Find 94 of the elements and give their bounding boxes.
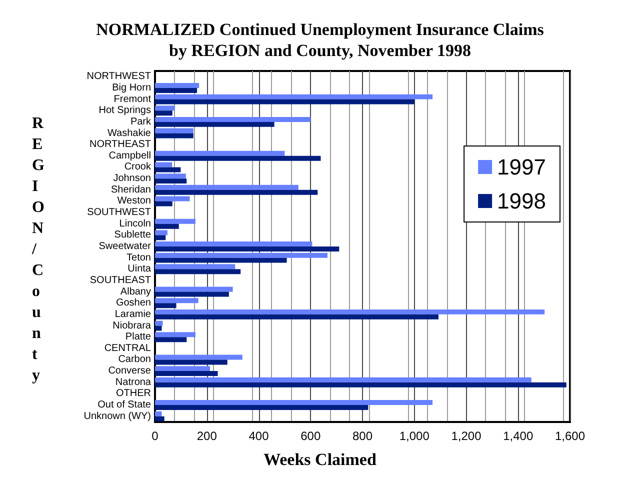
bar	[155, 94, 433, 100]
y-tick-label: Niobrara	[112, 320, 152, 332]
y-tick-label: NORTHWEST	[86, 71, 151, 82]
x-tick-label: 600	[300, 429, 321, 443]
y-tick-label: Crook	[124, 162, 152, 173]
bar	[155, 286, 233, 292]
bar	[155, 178, 187, 184]
y-tick-label: SOUTHWEST	[87, 207, 151, 218]
y-tick-label: Sweetwater	[98, 241, 152, 252]
bar	[155, 150, 285, 156]
bar	[155, 116, 311, 122]
x-tick-label: 200	[196, 429, 218, 443]
y-tick-label: Park	[130, 116, 152, 128]
bar	[155, 99, 414, 104]
bar	[155, 83, 200, 88]
bar	[155, 201, 172, 206]
bar	[155, 320, 163, 326]
y-tick-label: SOUTHEAST	[90, 274, 151, 286]
bar	[155, 405, 368, 410]
bar	[155, 106, 175, 111]
bar	[155, 382, 566, 388]
y-tick-label: Lincoln	[119, 218, 151, 230]
y-tick-label: Natrona	[115, 376, 152, 388]
bar	[155, 411, 162, 416]
bar	[155, 292, 229, 297]
bar	[155, 360, 228, 365]
y-tick-label: Albany	[120, 286, 151, 298]
y-tick-label: NORTHEAST	[90, 139, 151, 150]
bar	[155, 242, 312, 246]
chart-title: NORMALIZED Continued Unemployment Insurance Claims by REGION and County, November 1998	[96, 20, 544, 60]
bar	[155, 174, 186, 179]
bar	[155, 258, 287, 263]
bar	[155, 224, 179, 229]
bar	[155, 128, 194, 134]
x-tick-label: 800	[352, 429, 373, 443]
bar	[155, 314, 438, 320]
y-tick-label: Sublette	[114, 230, 152, 241]
bar	[155, 309, 545, 314]
bar	[155, 303, 176, 308]
bar	[155, 88, 198, 93]
bar	[155, 162, 172, 168]
bar	[155, 218, 196, 224]
y-tick-label: Fremont	[114, 94, 152, 105]
y-tick-label: CENTRAL	[104, 342, 152, 354]
y-tick-label: Teton	[126, 252, 151, 264]
bar	[155, 416, 164, 422]
bar	[155, 354, 242, 360]
y-tick-label: Campbell	[108, 150, 151, 162]
bar	[155, 235, 166, 240]
bar	[155, 337, 187, 342]
y-tick-label: Converse	[108, 366, 152, 377]
y-tick-label: Carbon	[118, 354, 151, 366]
bar	[155, 246, 340, 252]
y-tick-label: Unknown (WY)	[84, 410, 151, 422]
x-tick-label: 1,400	[503, 429, 534, 443]
bar	[155, 133, 194, 138]
legend-label: 1998	[497, 188, 546, 214]
y-tick-label: Goshen	[116, 298, 151, 309]
bar	[155, 110, 172, 116]
bar	[155, 184, 298, 190]
bar	[155, 377, 532, 382]
bar	[155, 156, 321, 161]
bar	[155, 122, 274, 127]
y-tick-label: Out of State	[98, 400, 152, 411]
bar	[155, 264, 236, 270]
bar	[155, 298, 198, 304]
bar	[155, 196, 190, 202]
x-tick-label: 400	[248, 429, 270, 443]
bar	[155, 269, 241, 274]
y-tick-label: Hot Springs	[98, 105, 151, 116]
y-tick-label: Johnson	[113, 173, 151, 184]
x-tick-label: 0	[152, 429, 159, 443]
text: REGION/County	[32, 115, 44, 384]
bar	[155, 366, 210, 372]
legend-label: 1997	[497, 154, 546, 180]
x-axis-title: Weeks Claimed	[264, 450, 377, 469]
bar	[155, 252, 328, 258]
y-tick-label: Weston	[117, 196, 151, 207]
x-tick-label: 1,600	[554, 429, 586, 443]
y-tick-label: Laramie	[114, 308, 152, 320]
y-tick-label: Sheridan	[110, 184, 151, 196]
x-tick-label: 1,200	[451, 429, 482, 443]
y-tick-label: Platte	[125, 332, 152, 343]
bar	[155, 167, 181, 172]
y-tick-label: Uinta	[128, 264, 152, 275]
bar	[155, 230, 168, 236]
y-tick-label: Big Horn	[112, 82, 151, 94]
bar	[155, 190, 318, 195]
y-tick-label: Washakie	[107, 128, 152, 139]
x-tick-label: 1,000	[399, 429, 430, 443]
y-tick-label: OTHER	[116, 388, 151, 400]
bar	[155, 371, 218, 376]
bar	[155, 400, 433, 406]
bar	[155, 332, 196, 338]
